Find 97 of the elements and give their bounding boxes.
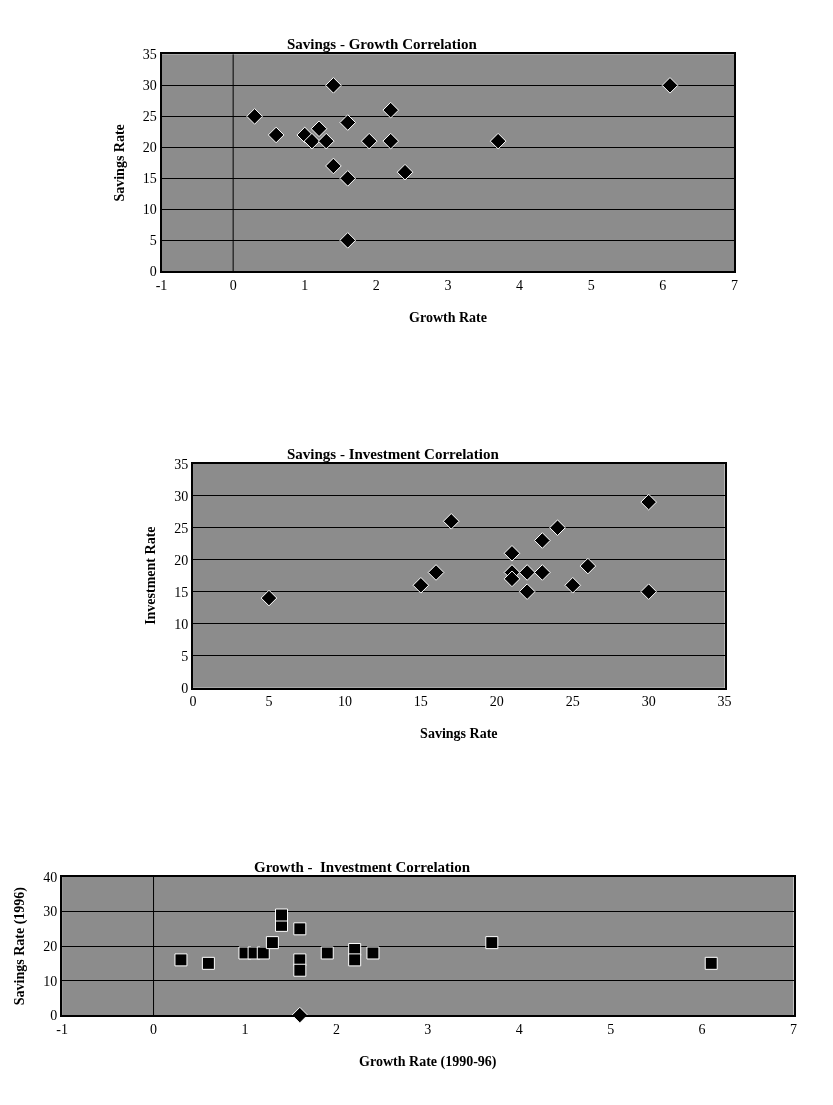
y-tick-label: 15 <box>142 171 157 187</box>
point <box>339 232 357 249</box>
x-tick-label: 6 <box>698 1021 706 1037</box>
y-tick-label: 20 <box>43 938 58 954</box>
y-tick-label: 25 <box>174 520 189 536</box>
point <box>201 956 215 970</box>
y-axis-title: Savings Rate (1996) <box>12 886 29 1006</box>
y-tick-label: 20 <box>142 140 157 156</box>
point <box>382 101 399 119</box>
point <box>293 922 307 936</box>
chart-title: Savings - Growth Correlation <box>287 36 478 52</box>
x-tick-label: 25 <box>565 694 580 710</box>
y-tick-label: 0 <box>50 1008 58 1024</box>
point <box>174 953 188 967</box>
point <box>427 564 445 581</box>
x-tick-label: 0 <box>229 278 237 294</box>
point <box>442 512 460 530</box>
x-axis-title: Growth Rate <box>409 309 487 325</box>
point <box>579 557 597 575</box>
point <box>275 908 289 922</box>
point <box>366 946 380 960</box>
x-tick-label: 6 <box>659 278 667 294</box>
x-tick-label: 5 <box>607 1021 615 1037</box>
x-tick-label: 4 <box>515 1021 523 1037</box>
point <box>246 108 263 125</box>
x-tick-label: 2 <box>372 278 380 294</box>
x-tick-label: 5 <box>587 278 595 294</box>
point <box>396 163 414 181</box>
y-axis-title: Savings Rate <box>111 124 127 202</box>
point <box>503 570 521 588</box>
y-tick-label: 25 <box>142 109 157 125</box>
y-tick-label: 15 <box>174 584 189 600</box>
x-tick-label: 10 <box>337 694 352 710</box>
point <box>661 77 679 94</box>
point <box>503 544 521 562</box>
x-tick-label: 7 <box>790 1021 798 1037</box>
x-tick-label: 1 <box>301 278 309 294</box>
point <box>339 114 357 131</box>
y-tick-label: 10 <box>174 616 189 632</box>
point <box>303 132 321 150</box>
point <box>260 589 278 607</box>
point <box>256 946 270 960</box>
point <box>549 519 566 536</box>
x-tick-label: 7 <box>730 278 738 294</box>
point <box>360 132 378 150</box>
x-tick-label: 4 <box>516 278 524 294</box>
point <box>325 77 342 94</box>
x-axis-title: Savings Rate <box>420 726 498 742</box>
chart-title: Growth - Investment Correlation <box>254 859 471 875</box>
x-tick-label: 1 <box>241 1021 249 1037</box>
point <box>704 956 718 970</box>
point <box>317 132 335 150</box>
y-tick-label: 0 <box>181 680 189 696</box>
x-tick-label: 15 <box>413 694 428 710</box>
x-axis-title: Growth Rate (1990-96) <box>359 1053 497 1070</box>
point <box>267 126 285 144</box>
y-tick-label: 30 <box>142 78 157 94</box>
y-tick-label: 5 <box>181 648 189 664</box>
point <box>640 583 657 600</box>
y-tick-label: 10 <box>142 202 157 218</box>
point <box>640 493 657 511</box>
point <box>534 564 551 581</box>
y-tick-label: 0 <box>149 264 157 280</box>
point <box>564 576 582 594</box>
x-tick-label: 30 <box>641 694 656 710</box>
y-tick-label: 10 <box>43 973 58 989</box>
y-tick-label: 30 <box>43 904 58 920</box>
y-tick-label: 35 <box>142 47 157 63</box>
y-axis-title: Investment Rate <box>143 526 159 625</box>
x-tick-label: -1 <box>56 1021 68 1037</box>
x-tick-label: 35 <box>717 694 732 710</box>
point <box>382 132 399 150</box>
point <box>518 564 536 581</box>
y-tick-label: 40 <box>43 869 58 885</box>
y-tick-label: 30 <box>174 488 189 504</box>
point <box>265 936 279 950</box>
point <box>518 583 536 600</box>
point <box>534 532 551 549</box>
x-tick-label: -1 <box>155 278 168 294</box>
point <box>348 953 362 967</box>
point <box>310 120 328 138</box>
point <box>412 576 430 594</box>
x-tick-label: 2 <box>332 1021 340 1037</box>
point <box>339 170 357 187</box>
point <box>320 946 334 960</box>
chart-title: Savings - Investment Correlation <box>287 446 500 462</box>
point <box>325 157 342 175</box>
point <box>489 132 507 150</box>
y-tick-label: 5 <box>149 233 157 249</box>
point <box>485 936 499 950</box>
x-tick-label: 20 <box>489 694 504 710</box>
y-tick-label: 35 <box>174 456 189 472</box>
x-tick-label: 5 <box>265 694 273 710</box>
x-tick-label: 3 <box>444 278 452 294</box>
x-tick-label: 3 <box>424 1021 432 1037</box>
y-tick-label: 20 <box>174 552 189 568</box>
point <box>293 963 307 977</box>
